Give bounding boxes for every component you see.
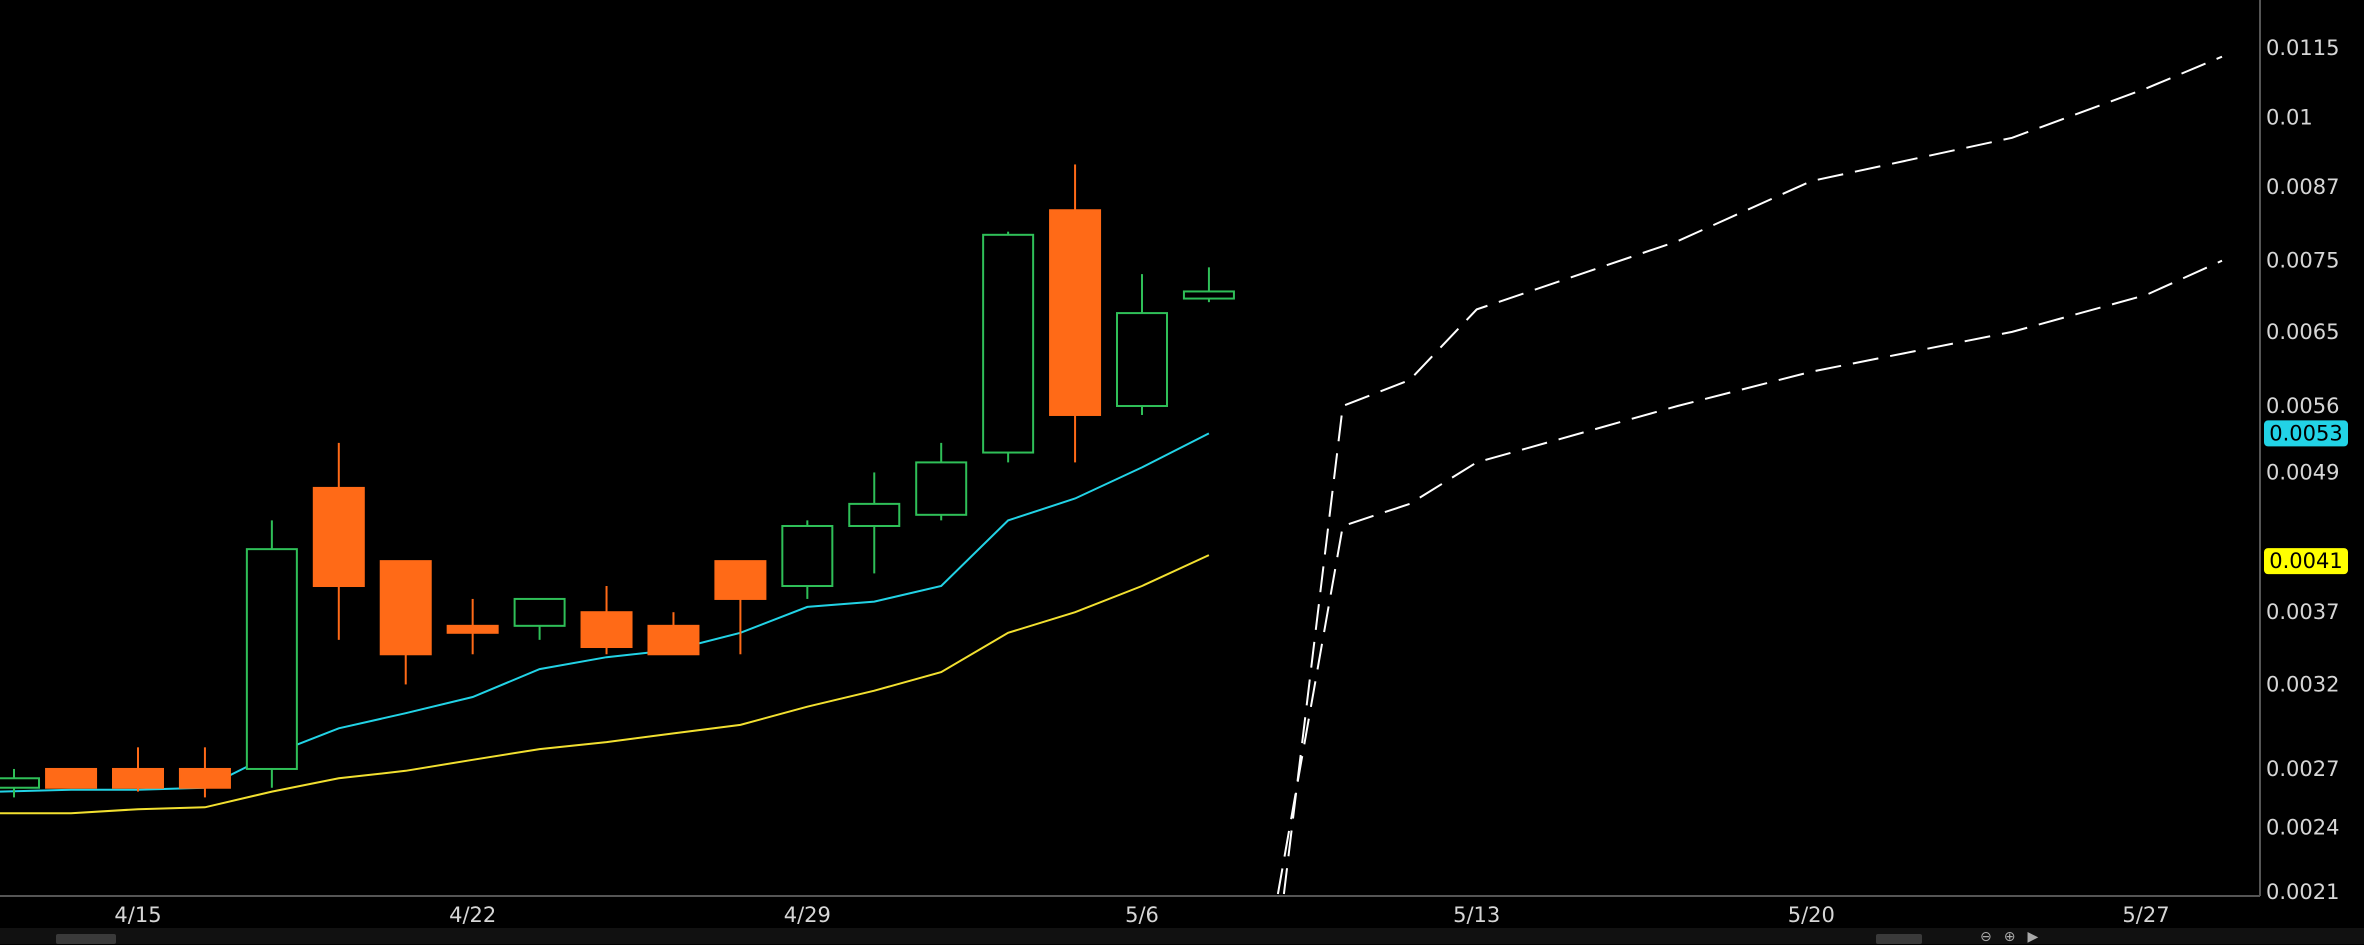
candle xyxy=(1049,164,1102,463)
candle-body-up xyxy=(245,548,298,770)
time-tick-label: 4/22 xyxy=(449,903,496,927)
price-tick-label: 0.0037 xyxy=(2266,600,2339,624)
time-tick-label: 5/6 xyxy=(1125,903,1159,927)
candle xyxy=(580,586,633,655)
candle xyxy=(915,442,968,521)
candle xyxy=(781,520,834,599)
candle xyxy=(112,747,164,792)
play-icon[interactable]: ▶ xyxy=(2027,929,2039,945)
candle xyxy=(982,231,1035,463)
candle-body-down xyxy=(1049,209,1102,416)
candle xyxy=(647,612,700,656)
candle-body-up xyxy=(781,524,834,588)
price-tick-label: 0.0065 xyxy=(2266,320,2339,344)
price-tick-label: 0.0027 xyxy=(2266,757,2339,781)
time-tick-label: 5/27 xyxy=(2122,903,2169,927)
candle xyxy=(178,747,231,798)
projection-lines xyxy=(1276,55,2223,895)
price-tick-label: 0.0087 xyxy=(2266,175,2339,199)
last-price-badge: 0.0041 xyxy=(2264,548,2348,575)
price-tick-label: 0.0024 xyxy=(2266,816,2339,840)
candle-body-down xyxy=(312,486,365,588)
chart-toolbar[interactable]: ⊖ ⊕ ▶ xyxy=(1980,930,2038,944)
candle xyxy=(513,597,566,640)
zoom-in-icon[interactable]: ⊕ xyxy=(2003,929,2016,945)
candle xyxy=(1116,274,1168,415)
candle xyxy=(446,598,499,655)
candle xyxy=(0,768,40,798)
candle xyxy=(714,560,767,655)
badge-label: 0.0041 xyxy=(2269,549,2342,573)
price-tick-label: 0.01 xyxy=(2266,106,2313,130)
candle-body-down xyxy=(446,624,499,634)
moving-average-slow-line xyxy=(0,554,1210,815)
price-tick-label: 0.0075 xyxy=(2266,249,2339,273)
candle-body-down xyxy=(714,560,767,600)
candle-body-down xyxy=(580,611,633,649)
candle xyxy=(379,560,432,685)
candle-body-down xyxy=(178,767,231,789)
time-tick-label: 4/15 xyxy=(114,903,161,927)
price-tick-label: 0.0021 xyxy=(2266,880,2339,904)
candles xyxy=(0,164,1235,798)
candle-body-down xyxy=(112,767,164,789)
candle xyxy=(45,767,98,789)
badge-background xyxy=(2264,420,2348,447)
scrollbar-thumb[interactable] xyxy=(56,934,116,944)
bottom-scrollbar[interactable] xyxy=(0,928,2364,944)
candle-body-down xyxy=(647,624,700,656)
candle-body-up xyxy=(513,597,566,627)
projection-line-2 xyxy=(1276,259,2223,895)
time-tick-label: 4/29 xyxy=(784,903,831,927)
candle-body-down xyxy=(379,560,432,656)
time-tick-label: 5/13 xyxy=(1453,903,1500,927)
time-axis[interactable]: 4/15 4/22 4/29 5/6 5/13 5/20 5/27 xyxy=(114,903,2169,927)
candle-body-up xyxy=(982,233,1035,454)
candle xyxy=(245,520,298,788)
price-tick-label: 0.0032 xyxy=(2266,672,2339,696)
price-tick-label: 0.0049 xyxy=(2266,460,2339,484)
candle-body-down xyxy=(45,767,98,789)
time-tick-label: 5/20 xyxy=(1788,903,1835,927)
candle xyxy=(1182,267,1235,303)
projection-line-1 xyxy=(1282,55,2223,895)
scrollbar-thumb-right[interactable] xyxy=(1876,934,1922,944)
badge-background xyxy=(2264,548,2348,575)
zoom-out-icon[interactable]: ⊖ xyxy=(1980,929,1992,945)
candle-body-up xyxy=(0,777,40,789)
last-price-badge: 0.0053 xyxy=(2264,420,2348,447)
candle-body-up xyxy=(1182,290,1235,300)
price-tick-label: 0.0056 xyxy=(2266,394,2339,418)
candle-body-up xyxy=(1116,312,1168,408)
price-axis[interactable]: 0.0115 0.01 0.0087 0.0075 0.0065 0.0056 0.0049… xyxy=(2266,36,2339,904)
candle-body-up xyxy=(848,502,901,527)
price-tick-label: 0.0115 xyxy=(2266,36,2339,60)
candle xyxy=(848,472,901,574)
badge-label: 0.0053 xyxy=(2269,421,2342,445)
last-price-badges: 0.0053 0.0041 xyxy=(2264,420,2348,575)
candle-body-up xyxy=(915,461,968,516)
candle xyxy=(312,442,365,640)
